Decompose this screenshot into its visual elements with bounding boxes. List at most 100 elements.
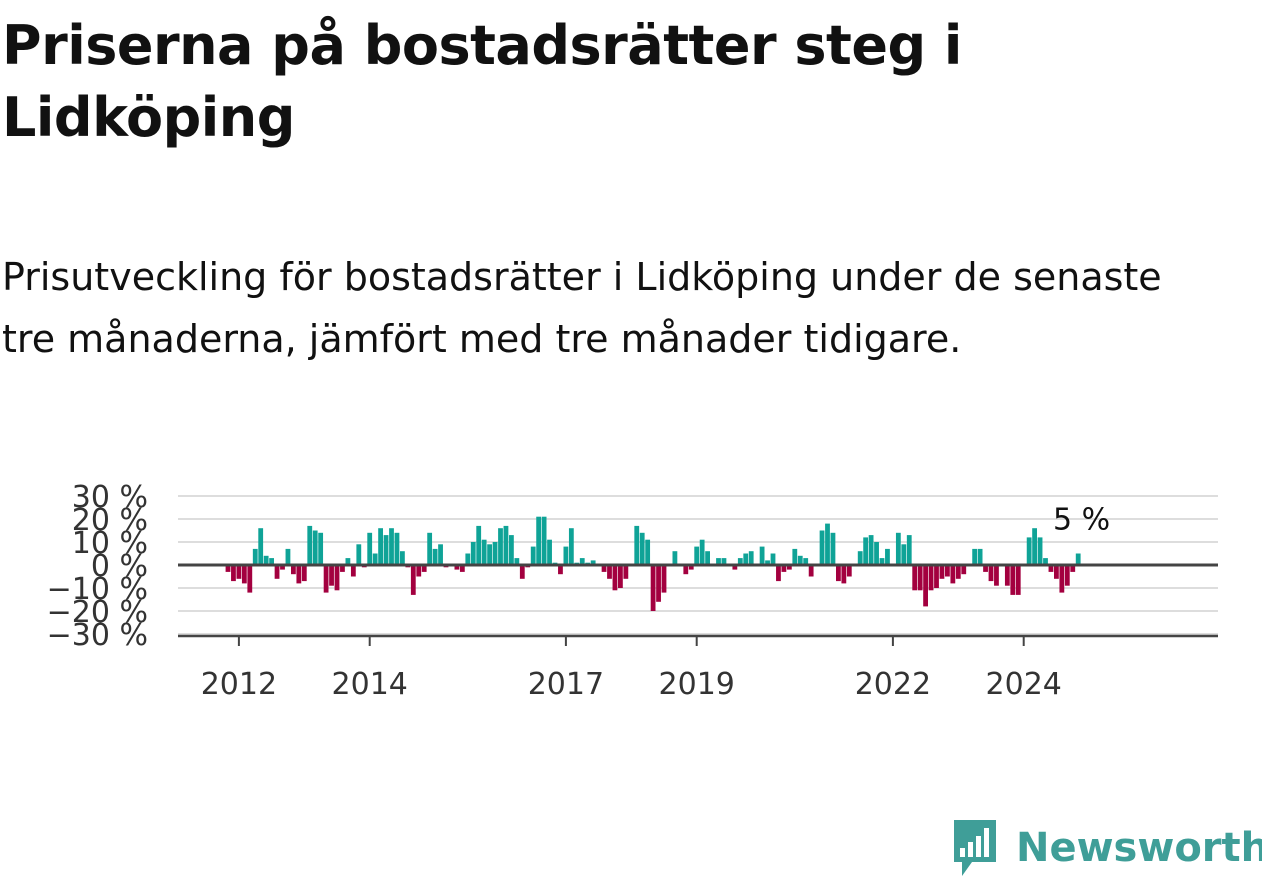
bar: [885, 548, 890, 565]
bar: [470, 542, 476, 565]
bar: [1043, 558, 1048, 565]
chart-title: Priserna på bostadsrätter steg i Lidköpi…: [2, 14, 962, 149]
bar: [427, 532, 433, 565]
x-tick-label: 2019: [659, 667, 735, 702]
bar: [923, 565, 928, 607]
bar: [1037, 537, 1043, 565]
bar: [372, 553, 378, 565]
bar: [536, 516, 542, 565]
bar: [291, 565, 296, 575]
bar: [519, 565, 525, 579]
bar: [247, 565, 253, 593]
bar: [296, 565, 302, 584]
bar: [672, 551, 678, 565]
bar: [492, 542, 498, 565]
bar: [329, 565, 334, 586]
bar: [983, 565, 988, 572]
bar: [285, 548, 291, 565]
bar: [487, 544, 492, 565]
bar: [345, 558, 351, 565]
y-tick-label: 10 %: [72, 526, 148, 561]
bar: [378, 528, 383, 565]
bar: [928, 565, 934, 591]
bar: [1010, 565, 1016, 595]
bar: [612, 565, 618, 591]
bar: [988, 565, 994, 582]
bar: [781, 565, 787, 572]
bar: [863, 537, 869, 565]
bar: [786, 565, 792, 570]
bar: [661, 565, 667, 593]
bar: [432, 548, 438, 565]
bar: [1048, 565, 1054, 572]
bar: [1064, 565, 1070, 586]
bar: [394, 532, 400, 565]
bar: [688, 565, 694, 570]
bar: [1059, 565, 1065, 593]
bar: [459, 565, 465, 572]
bar: [945, 565, 950, 577]
bar: [639, 532, 645, 565]
bar: [481, 539, 487, 565]
bar: [699, 539, 705, 565]
bar: [558, 565, 563, 575]
bar: [841, 565, 847, 584]
bar: [955, 565, 961, 579]
bar: [792, 548, 798, 565]
bar: [269, 558, 274, 565]
bar: [1015, 565, 1021, 595]
bar: [301, 565, 307, 582]
bar: [274, 565, 280, 579]
bar: [465, 553, 471, 565]
bar: [857, 551, 863, 565]
newsworthy-logo-icon: [954, 820, 996, 876]
bar: [716, 558, 721, 565]
bar: [874, 542, 879, 565]
bar: [901, 544, 907, 565]
bar: [367, 532, 373, 565]
bar: [830, 532, 836, 565]
bar: [623, 565, 629, 579]
bar: [476, 525, 482, 565]
bar: [356, 544, 362, 565]
bar: [503, 525, 509, 565]
x-tick-label: 2022: [855, 667, 931, 702]
bar: [1070, 565, 1076, 572]
bar: [1075, 553, 1081, 565]
bar: [1032, 528, 1037, 565]
bar: [895, 532, 901, 565]
bar: [601, 565, 607, 572]
grid-lines: [178, 495, 1218, 635]
brand-name: Newsworthy: [1016, 825, 1262, 871]
bar: [939, 565, 945, 579]
y-tick-label: −30 %: [47, 618, 148, 653]
bar: [252, 548, 258, 565]
bar: [421, 565, 427, 572]
chart-subtitle: Prisutveckling för bostadsrätter i Lidkö…: [2, 255, 1162, 361]
bar: [879, 558, 885, 565]
y-tick-label: 30 %: [72, 480, 148, 515]
bar: [634, 525, 640, 565]
bar: [1004, 565, 1010, 586]
newsworthy-logo: Newsworthy: [950, 818, 1262, 878]
bar: [389, 528, 394, 565]
bars: [225, 516, 1081, 611]
bar: [590, 560, 596, 565]
bar: [383, 535, 389, 565]
bar: [748, 551, 754, 565]
bar: [236, 565, 242, 579]
x-tick-label: 2024: [986, 667, 1062, 702]
bar: [334, 565, 340, 591]
bar: [231, 565, 236, 582]
y-tick-label: −10 %: [47, 572, 148, 607]
x-tick-label: 2012: [201, 667, 277, 702]
bar: [568, 528, 574, 565]
last-value-label: 5 %: [1053, 503, 1110, 538]
bar: [868, 535, 874, 565]
bar: [307, 525, 313, 565]
bar: [530, 546, 536, 565]
bar: [438, 544, 443, 565]
bar: [819, 530, 825, 565]
y-tick-label: 20 %: [72, 503, 148, 538]
bar: [416, 565, 422, 577]
